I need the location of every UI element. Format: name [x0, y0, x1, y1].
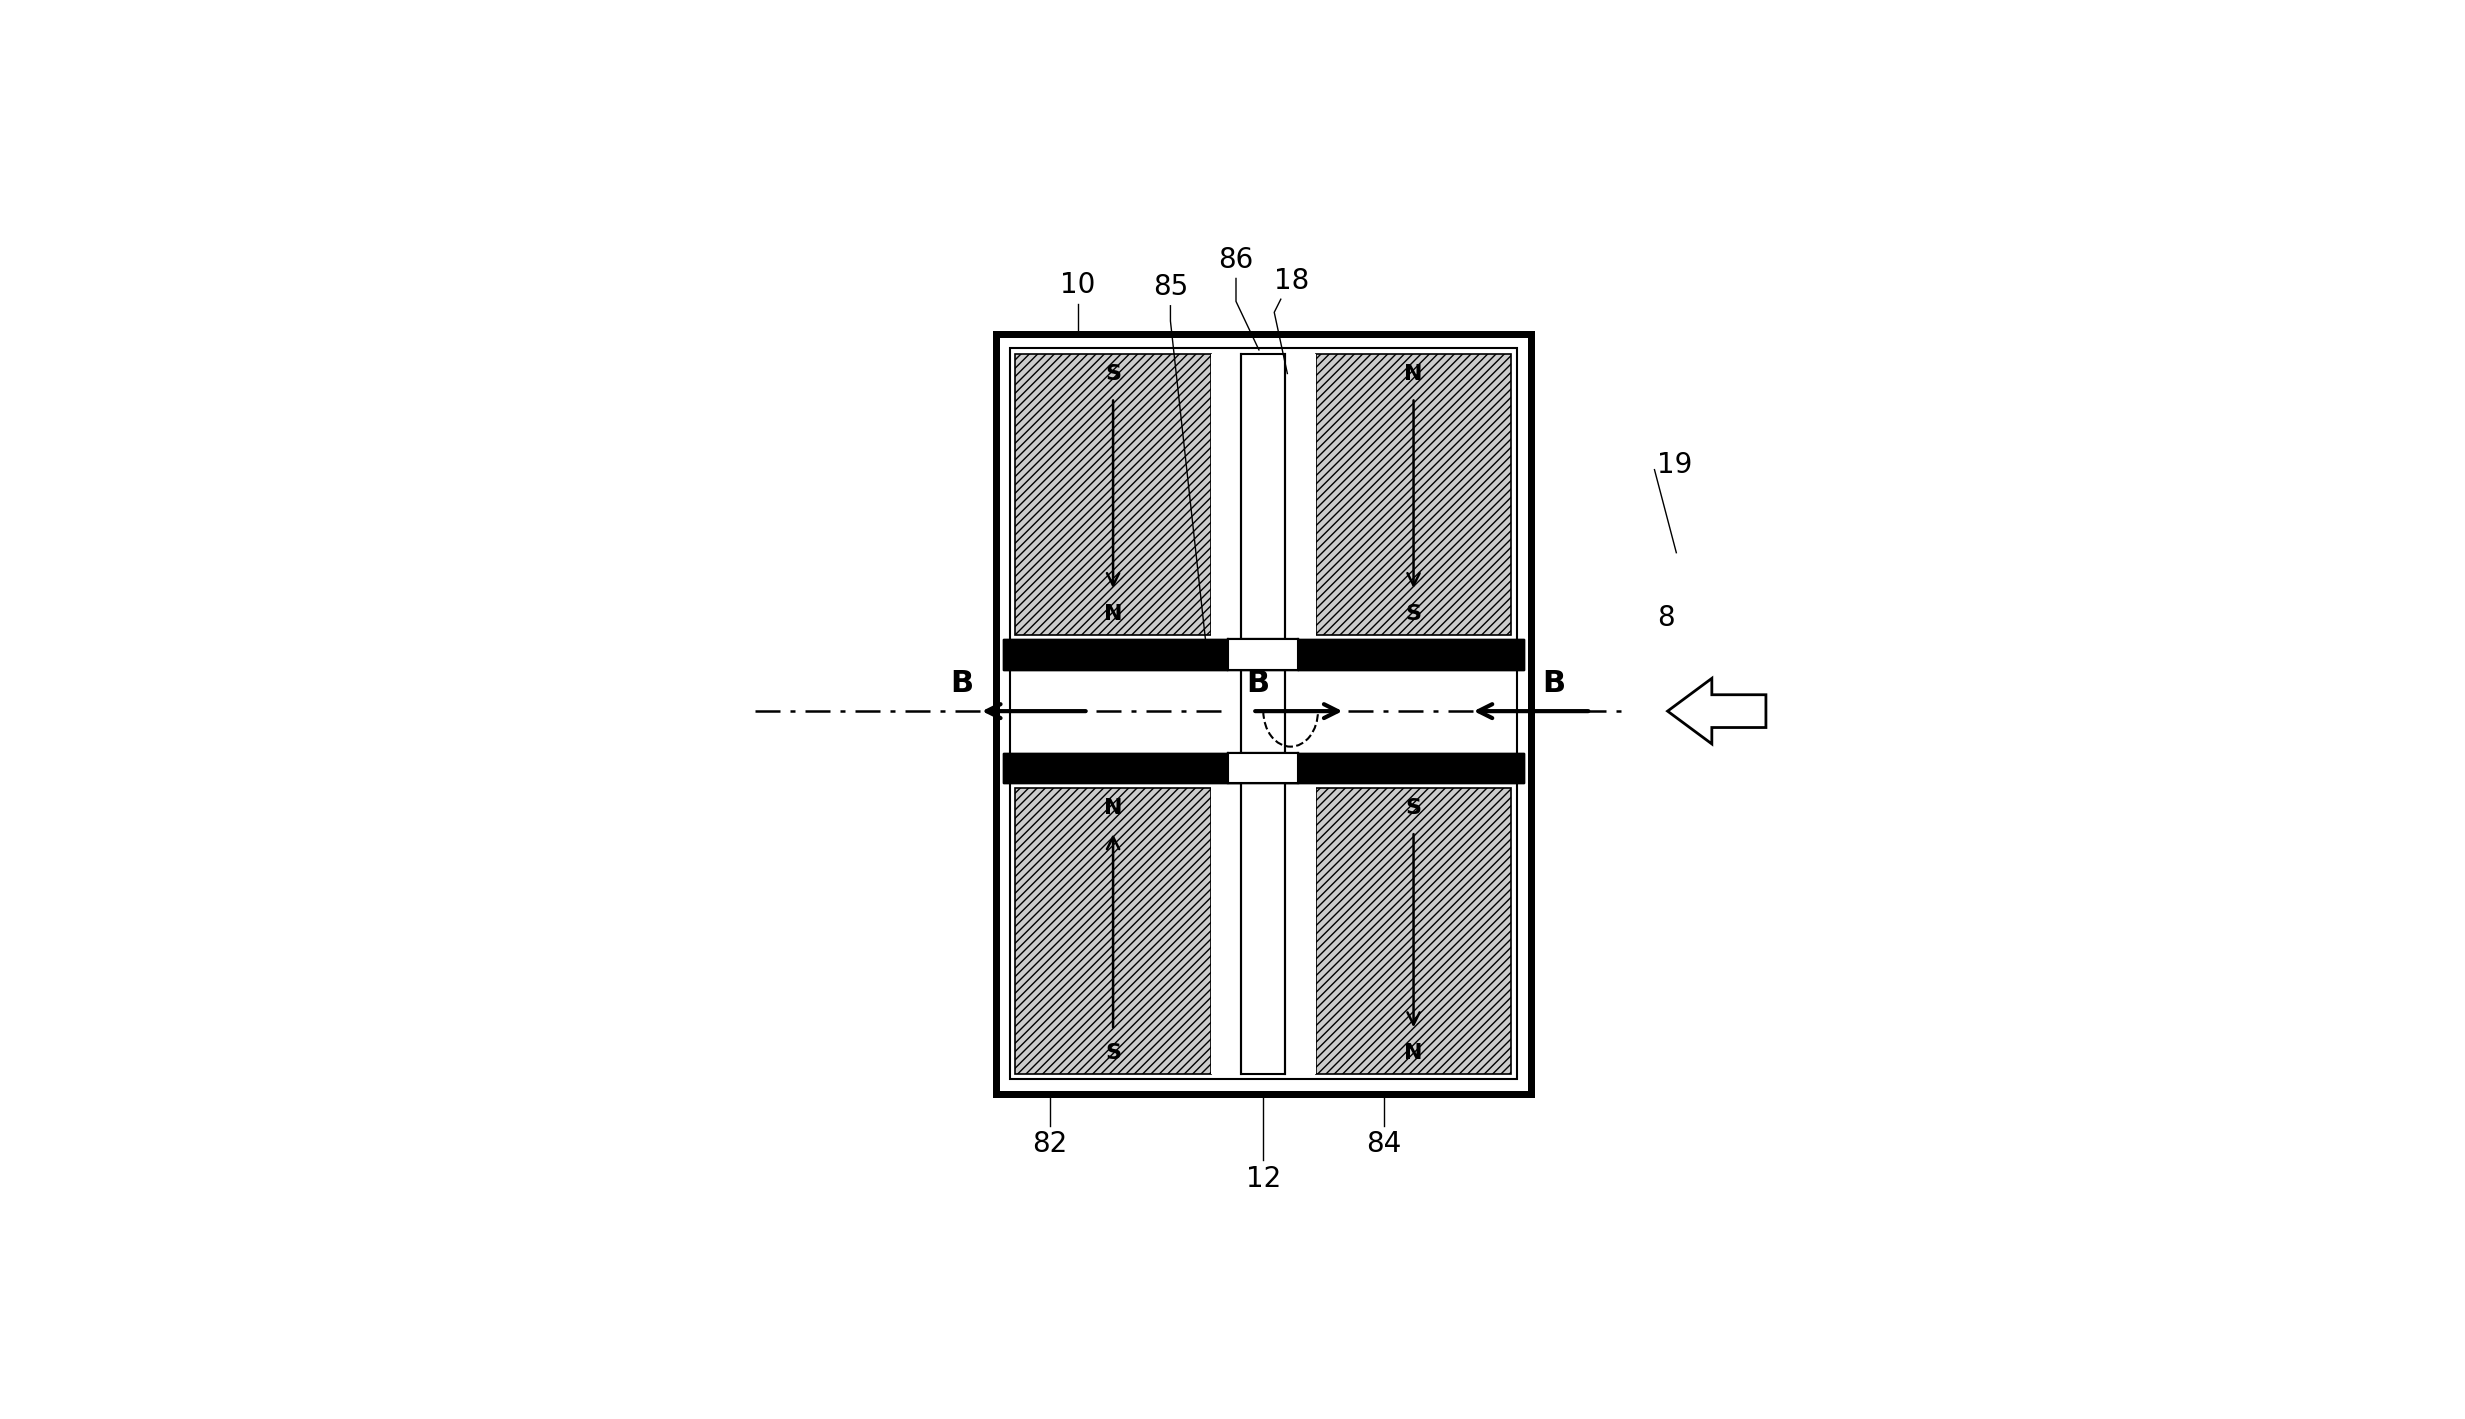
- Text: N: N: [1104, 799, 1122, 819]
- Text: 8: 8: [1656, 604, 1674, 633]
- Bar: [1242, 783, 1284, 1074]
- Bar: [1003, 752, 1523, 783]
- Text: N: N: [1405, 1043, 1422, 1063]
- Bar: [996, 335, 1531, 1094]
- Bar: [1003, 752, 1523, 783]
- Bar: [1210, 353, 1316, 1074]
- Bar: [1016, 353, 1210, 634]
- Text: B: B: [1247, 668, 1269, 698]
- Bar: [1242, 353, 1284, 639]
- Bar: [1228, 639, 1299, 783]
- Text: 82: 82: [1033, 1130, 1067, 1158]
- Bar: [1316, 353, 1511, 634]
- Bar: [1316, 788, 1511, 1074]
- Text: B: B: [1543, 668, 1565, 698]
- Text: S: S: [1405, 604, 1422, 624]
- Polygon shape: [1669, 678, 1765, 744]
- Text: 84: 84: [1366, 1130, 1400, 1158]
- Text: 19: 19: [1656, 451, 1691, 480]
- Text: S: S: [1104, 1043, 1122, 1063]
- Text: 86: 86: [1218, 245, 1255, 274]
- Bar: [1228, 639, 1299, 670]
- Text: B: B: [951, 668, 974, 698]
- Text: 12: 12: [1245, 1165, 1282, 1192]
- Text: 10: 10: [1060, 271, 1094, 299]
- Bar: [1228, 639, 1299, 670]
- Text: S: S: [1104, 365, 1122, 385]
- Text: S: S: [1405, 799, 1422, 819]
- Text: 18: 18: [1274, 267, 1309, 295]
- Text: 85: 85: [1154, 274, 1188, 301]
- Bar: [1016, 788, 1210, 1074]
- Bar: [1003, 639, 1523, 670]
- Bar: [1003, 639, 1523, 670]
- Bar: [1228, 752, 1299, 783]
- Text: N: N: [1104, 604, 1122, 624]
- Bar: [1011, 349, 1516, 1080]
- Text: N: N: [1405, 365, 1422, 385]
- Bar: [1242, 670, 1284, 752]
- Bar: [1228, 752, 1299, 783]
- Bar: [996, 335, 1531, 1094]
